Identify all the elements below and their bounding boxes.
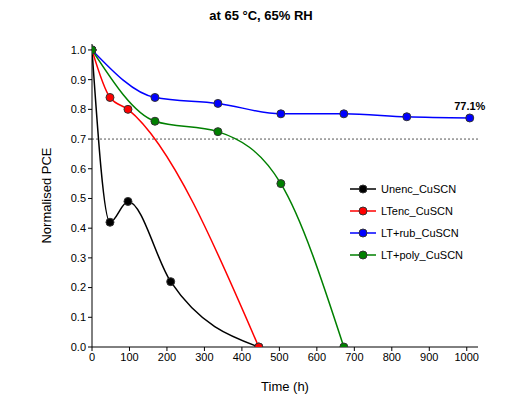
svg-text:800: 800 [383,351,401,363]
svg-text:0.4: 0.4 [71,222,86,234]
svg-text:0.5: 0.5 [71,192,86,204]
svg-text:0: 0 [89,351,95,363]
svg-text:77.1%: 77.1% [454,100,485,112]
svg-text:900: 900 [420,351,438,363]
svg-text:Time (h): Time (h) [261,379,309,394]
svg-text:0.6: 0.6 [71,163,86,175]
svg-text:700: 700 [345,351,363,363]
svg-text:1000: 1000 [455,351,479,363]
svg-text:1.0: 1.0 [71,44,86,56]
svg-text:Normalised PCE: Normalised PCE [39,147,54,243]
svg-text:0.0: 0.0 [71,341,86,353]
html-text:at 65 °C, 65% RH: at 65 °C, 65% RH [209,8,313,23]
svg-text:400: 400 [233,351,251,363]
svg-text:300: 300 [195,351,213,363]
html-text:LT+rub_CuSCN: LT+rub_CuSCN [381,227,459,239]
svg-text:0.2: 0.2 [71,281,86,293]
svg-text:500: 500 [270,351,288,363]
html-text:LTenc_CuSCN: LTenc_CuSCN [381,205,453,217]
svg-text:100: 100 [120,351,138,363]
svg-text:0.8: 0.8 [71,103,86,115]
svg-text:200: 200 [158,351,176,363]
html-text:LT+poly_CuSCN: LT+poly_CuSCN [381,249,463,261]
svg-text:0.1: 0.1 [71,311,86,323]
svg-text:0.3: 0.3 [71,252,86,264]
svg-text:0.9: 0.9 [71,74,86,86]
html-text:Unenc_CuSCN: Unenc_CuSCN [381,183,457,195]
svg-text:0.7: 0.7 [71,133,86,145]
svg-text:600: 600 [308,351,326,363]
